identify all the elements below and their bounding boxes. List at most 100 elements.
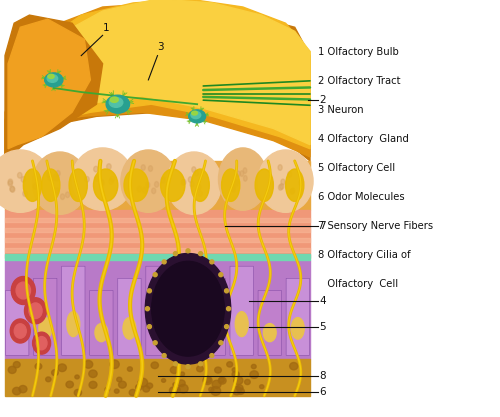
Text: 5: 5 [319, 322, 326, 332]
Ellipse shape [32, 152, 88, 214]
Ellipse shape [234, 181, 237, 187]
Ellipse shape [11, 324, 24, 342]
Ellipse shape [210, 354, 214, 358]
Ellipse shape [124, 169, 148, 201]
Ellipse shape [232, 184, 235, 190]
Ellipse shape [182, 179, 186, 185]
Ellipse shape [106, 164, 111, 169]
Ellipse shape [12, 387, 21, 395]
Text: Olfactory  Cell: Olfactory Cell [318, 279, 398, 289]
Ellipse shape [292, 318, 304, 339]
Ellipse shape [151, 311, 164, 337]
Ellipse shape [288, 171, 292, 177]
Ellipse shape [162, 379, 166, 382]
Ellipse shape [170, 387, 177, 394]
Ellipse shape [47, 75, 58, 82]
Ellipse shape [166, 152, 222, 214]
Text: 3: 3 [157, 42, 164, 52]
Ellipse shape [89, 370, 97, 377]
Ellipse shape [8, 179, 12, 185]
Ellipse shape [212, 380, 221, 388]
Ellipse shape [116, 377, 122, 382]
Ellipse shape [188, 177, 192, 182]
Ellipse shape [18, 173, 22, 178]
Ellipse shape [244, 176, 247, 181]
Ellipse shape [148, 324, 152, 329]
Ellipse shape [179, 324, 192, 342]
Ellipse shape [60, 194, 64, 199]
Ellipse shape [208, 387, 214, 392]
Ellipse shape [264, 324, 276, 342]
Ellipse shape [238, 388, 244, 394]
Ellipse shape [146, 307, 150, 311]
Ellipse shape [94, 166, 98, 172]
Ellipse shape [100, 181, 104, 186]
Ellipse shape [47, 172, 52, 178]
Ellipse shape [84, 360, 93, 368]
Ellipse shape [224, 324, 228, 329]
Ellipse shape [186, 364, 190, 369]
Ellipse shape [52, 369, 59, 376]
FancyBboxPatch shape [118, 278, 141, 355]
Text: 5 Olfactory Cell: 5 Olfactory Cell [318, 163, 395, 173]
Ellipse shape [219, 341, 223, 345]
Ellipse shape [198, 191, 202, 196]
Ellipse shape [190, 181, 194, 187]
Ellipse shape [192, 111, 198, 115]
Ellipse shape [178, 380, 185, 387]
Ellipse shape [226, 362, 232, 367]
Ellipse shape [196, 366, 203, 372]
Ellipse shape [194, 171, 198, 176]
Ellipse shape [244, 379, 250, 384]
Ellipse shape [198, 251, 202, 256]
Ellipse shape [128, 367, 132, 371]
Ellipse shape [198, 362, 202, 366]
Ellipse shape [299, 180, 303, 186]
Ellipse shape [110, 360, 120, 369]
FancyBboxPatch shape [202, 278, 226, 355]
Ellipse shape [181, 180, 185, 186]
Ellipse shape [161, 177, 165, 183]
Ellipse shape [234, 376, 243, 384]
Ellipse shape [218, 377, 226, 384]
Ellipse shape [291, 188, 295, 193]
FancyBboxPatch shape [174, 291, 197, 355]
Ellipse shape [24, 169, 42, 201]
Ellipse shape [138, 186, 141, 192]
Ellipse shape [48, 74, 54, 78]
Ellipse shape [29, 303, 42, 319]
Ellipse shape [290, 189, 294, 194]
Ellipse shape [146, 182, 150, 188]
Polygon shape [20, 0, 310, 145]
Polygon shape [8, 19, 90, 149]
Ellipse shape [74, 389, 82, 396]
Text: 8: 8 [319, 371, 326, 381]
FancyBboxPatch shape [258, 291, 281, 355]
Ellipse shape [222, 169, 240, 201]
Text: 2 Olfactory Tract: 2 Olfactory Tract [318, 76, 400, 86]
Ellipse shape [232, 368, 237, 372]
Ellipse shape [232, 186, 235, 192]
Text: 7: 7 [319, 221, 326, 231]
Ellipse shape [204, 376, 211, 383]
Ellipse shape [197, 184, 201, 190]
Ellipse shape [219, 273, 223, 277]
Ellipse shape [218, 148, 268, 210]
Ellipse shape [286, 169, 304, 201]
Ellipse shape [19, 385, 27, 393]
Ellipse shape [142, 188, 146, 193]
Ellipse shape [136, 384, 142, 390]
Ellipse shape [23, 191, 28, 196]
Ellipse shape [48, 175, 52, 181]
Ellipse shape [123, 318, 136, 339]
Ellipse shape [44, 73, 63, 87]
Ellipse shape [55, 188, 60, 193]
Ellipse shape [243, 168, 247, 173]
Ellipse shape [16, 282, 30, 299]
Ellipse shape [55, 175, 59, 181]
Ellipse shape [280, 183, 284, 189]
Polygon shape [5, 260, 310, 359]
Ellipse shape [121, 150, 176, 212]
Ellipse shape [8, 366, 16, 374]
Text: 7 Sensory Nerve Fibers: 7 Sensory Nerve Fibers [318, 221, 433, 231]
